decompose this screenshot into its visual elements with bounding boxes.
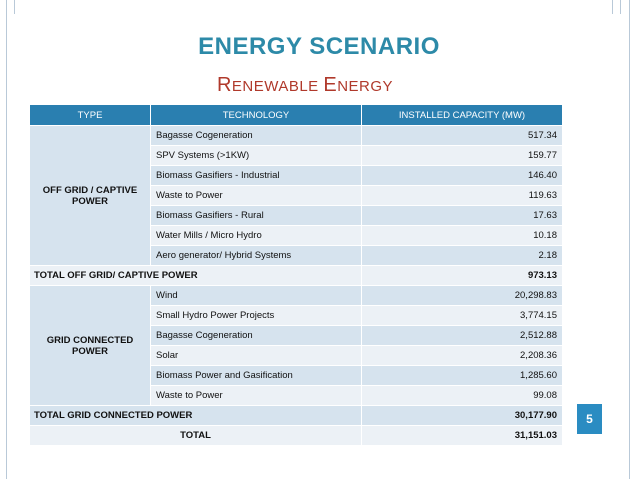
technology-cell: Aero generator/ Hybrid Systems — [150, 245, 362, 266]
technology-cell: Biomass Gasifiers - Industrial — [150, 165, 362, 186]
page-number-badge: 5 — [577, 404, 602, 434]
table-row: OFF GRID / CAPTIVE POWER Bagasse Cogener… — [30, 125, 563, 266]
slide-title: ENERGY SCENARIO — [198, 33, 440, 60]
capacity-cell: 1,285.60 — [361, 365, 563, 386]
technology-cell: Bagasse Cogeneration — [150, 125, 362, 146]
capacity-cell: 517.34 — [361, 125, 563, 146]
capacity-cell: 17.63 — [361, 205, 563, 226]
grand-total-row: TOTAL 31,151.03 — [30, 425, 563, 446]
column-header-type: TYPE — [30, 105, 151, 126]
slide-frame-right — [629, 0, 630, 479]
offgrid-total-value: 973.13 — [361, 265, 563, 286]
capacity-cell: 99.08 — [361, 385, 563, 406]
technology-cell: Bagasse Cogeneration — [150, 325, 362, 346]
capacity-cell: 2.18 — [361, 245, 563, 266]
technology-cell: Biomass Power and Gasification — [150, 365, 362, 386]
capacity-cell: 2,208.36 — [361, 345, 563, 366]
table-row: Biomass Power and Gasification 1,285.60 — [30, 365, 563, 386]
capacity-cell: 146.40 — [361, 165, 563, 186]
capacity-cell: 119.63 — [361, 185, 563, 206]
grand-total-label: TOTAL — [30, 425, 362, 446]
frame-accent-line — [620, 0, 621, 14]
capacity-cell: 3,774.15 — [361, 305, 563, 326]
table-header-row: TYPE TECHNOLOGY INSTALLED CAPACITY (MW) — [30, 105, 563, 126]
table-row: Bagasse Cogeneration 2,512.88 — [30, 325, 563, 346]
offgrid-total-label: TOTAL OFF GRID/ CAPTIVE POWER — [30, 265, 362, 286]
table-row: Waste to Power 99.08 — [30, 385, 563, 406]
technology-cell: Waste to Power — [150, 385, 362, 406]
technology-cell: Solar — [150, 345, 362, 366]
capacity-cell: 159.77 — [361, 145, 563, 166]
grid-total-value: 30,177.90 — [361, 405, 563, 426]
offgrid-total-row: TOTAL OFF GRID/ CAPTIVE POWER 973.13 — [30, 265, 563, 286]
column-header-technology: TECHNOLOGY — [150, 105, 362, 126]
grand-total-value: 31,151.03 — [361, 425, 563, 446]
technology-cell: SPV Systems (>1KW) — [150, 145, 362, 166]
grid-total-row: TOTAL GRID CONNECTED POWER 30,177.90 — [30, 405, 563, 426]
technology-cell: Small Hydro Power Projects — [150, 305, 362, 326]
capacity-cell: 10.18 — [361, 225, 563, 246]
type-offgrid-cell: OFF GRID / CAPTIVE POWER — [30, 125, 151, 266]
technology-cell: Wind — [150, 285, 362, 306]
column-header-capacity: INSTALLED CAPACITY (MW) — [361, 105, 563, 126]
technology-cell: Biomass Gasifiers - Rural — [150, 205, 362, 226]
table-row: Aero generator/ Hybrid Systems 2.18 — [30, 245, 563, 266]
table-row: GRID CONNECTED POWER Wind 20,298.83 — [30, 285, 563, 406]
type-grid-cell: GRID CONNECTED POWER — [30, 285, 151, 406]
frame-accent-line — [612, 0, 613, 14]
table-row: Biomass Gasifiers - Rural 17.63 — [30, 205, 563, 226]
capacity-cell: 20,298.83 — [361, 285, 563, 306]
frame-accent-line — [14, 0, 15, 14]
table-row: Small Hydro Power Projects 3,774.15 — [30, 305, 563, 326]
capacity-cell: 2,512.88 — [361, 325, 563, 346]
table-row: Biomass Gasifiers - Industrial 146.40 — [30, 165, 563, 186]
table-row: SPV Systems (>1KW) 159.77 — [30, 145, 563, 166]
slide-subtitle: RENEWABLE ENERGY — [216, 74, 394, 96]
slide-frame-left — [6, 0, 7, 479]
table-row: Waste to Power 119.63 — [30, 185, 563, 206]
grid-total-label: TOTAL GRID CONNECTED POWER — [30, 405, 362, 426]
renewable-energy-table: TYPE TECHNOLOGY INSTALLED CAPACITY (MW) … — [30, 105, 563, 446]
table-row: Water Mills / Micro Hydro 10.18 — [30, 225, 563, 246]
technology-cell: Water Mills / Micro Hydro — [150, 225, 362, 246]
technology-cell: Waste to Power — [150, 185, 362, 206]
table-row: Solar 2,208.36 — [30, 345, 563, 366]
